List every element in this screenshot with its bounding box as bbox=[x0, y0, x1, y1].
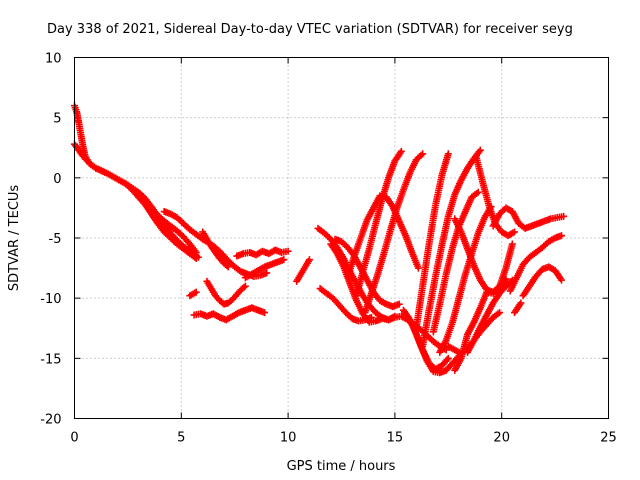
x-tick-label: 5 bbox=[177, 431, 185, 446]
series-arc-14 bbox=[316, 285, 375, 325]
data-point bbox=[558, 276, 566, 284]
data-point bbox=[501, 276, 509, 284]
series-arc-21 bbox=[412, 150, 452, 332]
data-point bbox=[517, 299, 525, 307]
series-arc-3 bbox=[122, 180, 200, 256]
plot-frame bbox=[74, 57, 609, 419]
x-tick-label: 15 bbox=[387, 431, 404, 446]
data-point bbox=[496, 309, 504, 317]
data-point bbox=[305, 256, 313, 264]
data-points bbox=[71, 102, 568, 377]
x-tick-label: 0 bbox=[70, 431, 78, 446]
y-tick-label: 0 bbox=[53, 172, 61, 187]
series-arc-10 bbox=[186, 288, 200, 300]
series-arc-7 bbox=[190, 304, 269, 324]
data-point bbox=[240, 283, 248, 291]
y-tick-label: -5 bbox=[49, 232, 62, 247]
series-arc-32 bbox=[519, 263, 566, 300]
series-arc-5 bbox=[199, 228, 232, 271]
data-point bbox=[367, 313, 375, 321]
x-tick-label: 25 bbox=[600, 431, 617, 446]
y-tick-label: 5 bbox=[53, 112, 61, 127]
series-arc-22 bbox=[419, 146, 484, 350]
series-arc-33 bbox=[511, 299, 525, 317]
data-point bbox=[261, 309, 269, 317]
tick-labels: 0 5 10 15 20 25 -20 -15 -10 -5 0 5 10 bbox=[40, 52, 617, 446]
series-arc-8 bbox=[233, 246, 292, 260]
series-arc-28 bbox=[464, 276, 516, 356]
y-tick-label: -20 bbox=[40, 413, 61, 428]
data-point bbox=[511, 228, 519, 236]
data-point bbox=[284, 247, 292, 255]
series-arc-23 bbox=[429, 188, 482, 336]
series-arc-6 bbox=[203, 277, 249, 308]
data-point bbox=[192, 254, 200, 262]
data-point bbox=[443, 356, 451, 364]
grid-lines bbox=[74, 57, 609, 419]
data-point bbox=[224, 263, 232, 271]
data-point bbox=[263, 269, 271, 277]
data-point bbox=[444, 354, 452, 362]
x-tick-label: 10 bbox=[280, 431, 297, 446]
series-arc-31 bbox=[506, 232, 566, 295]
data-point bbox=[502, 275, 510, 283]
data-point bbox=[474, 188, 482, 196]
data-point bbox=[223, 262, 231, 270]
series-arc-2 bbox=[71, 140, 200, 262]
data-point bbox=[280, 256, 288, 264]
series-arc-9 bbox=[241, 256, 288, 282]
data-point bbox=[397, 147, 405, 155]
data-point bbox=[508, 240, 516, 248]
data-point bbox=[241, 282, 249, 290]
data-point bbox=[414, 264, 422, 272]
data-point bbox=[419, 150, 427, 158]
data-point bbox=[391, 312, 399, 320]
series-arc-30 bbox=[489, 204, 568, 232]
chart-title: Day 338 of 2021, Sidereal Day-to-day VTE… bbox=[47, 22, 573, 37]
y-tick-label: 10 bbox=[45, 52, 62, 67]
series-arc-27 bbox=[451, 215, 510, 296]
x-axis-label: GPS time / hours bbox=[287, 459, 396, 474]
data-point bbox=[192, 248, 200, 256]
series-arc-11 bbox=[293, 256, 313, 285]
data-point bbox=[395, 300, 403, 308]
y-tick-label: -10 bbox=[40, 292, 61, 307]
data-point bbox=[476, 146, 484, 154]
x-tick-label: 20 bbox=[493, 431, 510, 446]
data-point bbox=[558, 232, 566, 240]
series-arc-18 bbox=[361, 150, 427, 317]
series-arc-17 bbox=[352, 147, 405, 300]
data-point bbox=[560, 212, 568, 220]
data-point bbox=[192, 288, 200, 296]
y-axis-label: SDTVAR / TECUs bbox=[7, 185, 22, 292]
y-tick-label: -15 bbox=[40, 352, 61, 367]
data-point bbox=[444, 150, 452, 158]
